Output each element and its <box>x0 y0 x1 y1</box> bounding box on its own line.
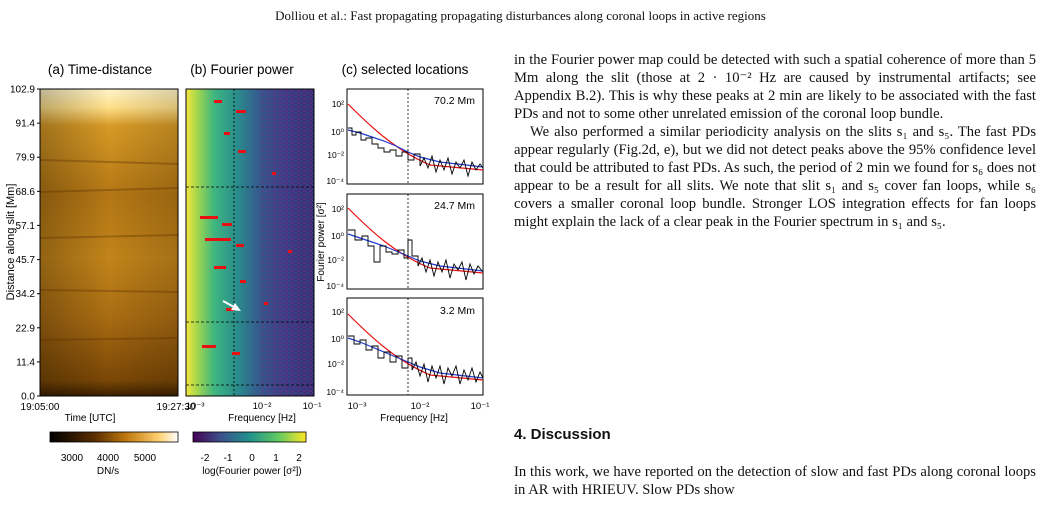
spectrum-panel-1: 70.2 Mm <box>346 88 484 185</box>
spectrum-panel-3: 3.2 Mm <box>346 297 484 396</box>
y-tick-label: 102.9 <box>10 85 35 96</box>
freq-tick-c-1: 10⁻² <box>411 401 430 412</box>
svg-text:10⁰: 10⁰ <box>331 231 344 241</box>
svg-text:10⁻⁴: 10⁻⁴ <box>326 387 344 397</box>
paragraph-3: In this work, we have reported on the de… <box>514 464 1036 498</box>
svg-text:10⁻⁴: 10⁻⁴ <box>326 281 344 291</box>
cb-a-tick-1: 4000 <box>97 453 120 464</box>
svg-text:10⁰: 10⁰ <box>331 334 344 344</box>
power-ticks: 10² 10⁰ 10⁻² 10⁻⁴ 10² 10⁰ 10⁻² 10⁻⁴ 10² … <box>326 99 344 397</box>
y-tick-label: 34.2 <box>16 289 36 300</box>
time-end: 19:27:30 <box>157 402 196 413</box>
y-axis: 102.9 91.4 79.9 68.6 57.1 45.7 34.2 22.9 11.4 0.0 <box>10 85 40 403</box>
freq-tick-b-0: 10⁻³ <box>186 401 205 412</box>
paragraph-2: We also performed a similar periodicity … <box>514 124 1036 230</box>
svg-text:0: 0 <box>249 453 255 464</box>
svg-text:10⁻²: 10⁻² <box>327 150 344 160</box>
freq-label-b: Frequency [Hz] <box>228 413 296 424</box>
time-start: 19:05:00 <box>21 402 60 413</box>
spectrum-panel-2: 24.7 Mm <box>346 193 484 290</box>
running-header: Dolliou et al.: Fast propagating propaga… <box>275 8 766 23</box>
svg-text:1: 1 <box>273 453 279 464</box>
svg-text:-2: -2 <box>201 453 210 464</box>
freq-tick-c-2: 10⁻¹ <box>471 401 490 412</box>
svg-text:10²: 10² <box>332 307 344 317</box>
svg-text:-1: -1 <box>224 453 233 464</box>
figure: (a) Time-distance (b) Fourier power (c) … <box>0 40 500 508</box>
freq-tick-b-2: 10⁻¹ <box>303 401 322 412</box>
cb-a-label: DN/s <box>97 466 119 477</box>
svg-text:10⁻⁴: 10⁻⁴ <box>326 176 344 186</box>
time-label: Time [UTC] <box>65 413 116 424</box>
section-heading: 4. Discussion <box>514 426 611 443</box>
freq-tick-b-1: 10⁻² <box>253 401 272 412</box>
panel-a-title: (a) Time-distance <box>48 62 152 77</box>
y-tick-label: 11.4 <box>16 357 35 368</box>
location-2: 24.7 Mm <box>434 200 475 212</box>
power-axis-label: Fourier power [σ²] <box>316 202 327 282</box>
arrow-icon <box>222 300 241 311</box>
svg-text:2: 2 <box>296 453 302 464</box>
y-axis-label: Distance along slit [Mm] <box>5 184 17 301</box>
panel-b-title: (b) Fourier power <box>190 62 294 77</box>
paragraph-1: in the Fourier power map could be detect… <box>514 52 1036 122</box>
y-tick-label: 68.6 <box>16 187 36 198</box>
y-tick-label: 0.0 <box>21 392 35 403</box>
cb-a-tick-2: 5000 <box>134 453 157 464</box>
svg-text:10⁻²: 10⁻² <box>327 359 344 369</box>
svg-text:10⁻²: 10⁻² <box>327 255 344 265</box>
y-tick-label: 22.9 <box>16 323 36 334</box>
y-tick-label: 79.9 <box>16 153 36 164</box>
freq-label-c: Frequency [Hz] <box>380 413 448 424</box>
y-tick-label: 57.1 <box>16 221 36 232</box>
cb-b-ticks: -2 -1 0 1 2 <box>201 453 303 464</box>
colorbar-b <box>192 431 307 443</box>
cb-a-tick-0: 3000 <box>61 453 84 464</box>
svg-text:10⁰: 10⁰ <box>331 127 344 137</box>
cb-b-label: log(Fourier power [σ²]) <box>202 466 302 477</box>
y-tick-label: 91.4 <box>16 119 36 130</box>
location-3: 3.2 Mm <box>440 305 475 317</box>
svg-text:10²: 10² <box>332 204 344 214</box>
freq-tick-c-0: 10⁻³ <box>348 401 367 412</box>
location-1: 70.2 Mm <box>434 95 475 107</box>
body-text-column: in the Fourier power map could be detect… <box>514 51 1036 231</box>
y-tick-label: 45.7 <box>16 255 36 266</box>
colorbar-a <box>49 431 179 443</box>
figure-svg: (a) Time-distance (b) Fourier power (c) … <box>5 62 490 477</box>
svg-text:10²: 10² <box>332 99 344 109</box>
panel-c-title: (c) selected locations <box>342 62 469 77</box>
